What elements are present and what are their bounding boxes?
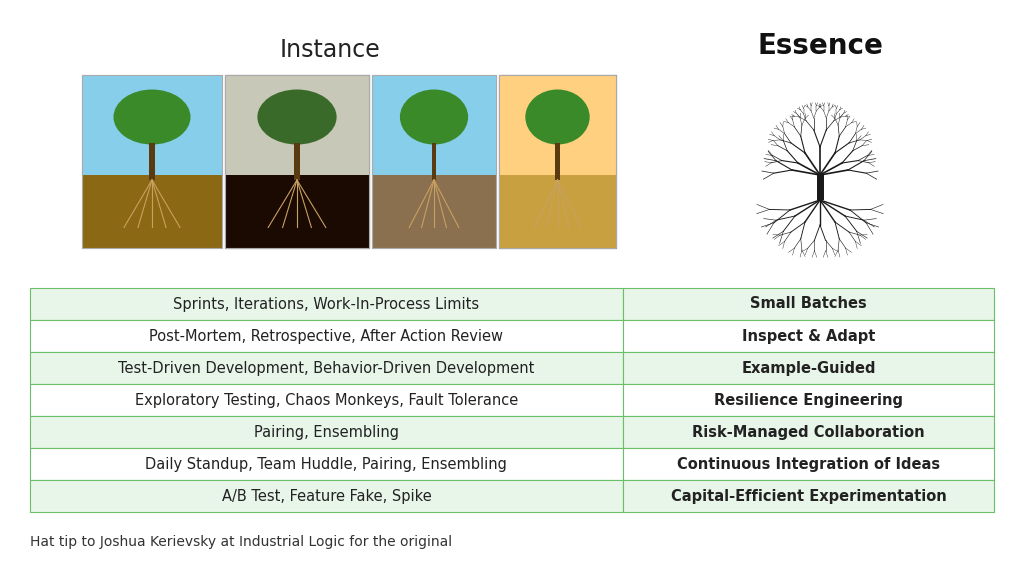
- Text: Daily Standup, Team Huddle, Pairing, Ensembling: Daily Standup, Team Huddle, Pairing, Ens…: [145, 456, 507, 471]
- Text: Capital-Efficient Experimentation: Capital-Efficient Experimentation: [671, 489, 946, 504]
- Bar: [431, 143, 436, 180]
- Bar: [82, 175, 222, 248]
- Bar: [623, 320, 994, 352]
- Bar: [499, 75, 616, 175]
- Ellipse shape: [257, 89, 337, 144]
- Text: Resilience Engineering: Resilience Engineering: [714, 392, 903, 407]
- Bar: [30, 416, 623, 448]
- Ellipse shape: [525, 89, 590, 144]
- Text: Instance: Instance: [280, 38, 380, 62]
- Bar: [623, 416, 994, 448]
- Text: Inspect & Adapt: Inspect & Adapt: [741, 328, 876, 343]
- Text: A/B Test, Feature Fake, Spike: A/B Test, Feature Fake, Spike: [221, 489, 431, 504]
- Text: Pairing, Ensembling: Pairing, Ensembling: [254, 425, 399, 440]
- Text: Small Batches: Small Batches: [750, 297, 866, 312]
- Bar: [82, 75, 222, 248]
- Bar: [30, 320, 623, 352]
- Bar: [816, 175, 823, 200]
- Bar: [623, 480, 994, 512]
- Text: Essence: Essence: [757, 32, 883, 60]
- Bar: [623, 448, 994, 480]
- Ellipse shape: [114, 89, 190, 144]
- Text: Exploratory Testing, Chaos Monkeys, Fault Tolerance: Exploratory Testing, Chaos Monkeys, Faul…: [135, 392, 518, 407]
- Bar: [372, 75, 496, 248]
- Bar: [499, 75, 616, 248]
- Bar: [623, 384, 994, 416]
- Bar: [225, 75, 369, 248]
- Bar: [372, 75, 496, 175]
- Bar: [82, 75, 222, 175]
- Text: Continuous Integration of Ideas: Continuous Integration of Ideas: [677, 456, 940, 471]
- Bar: [499, 75, 616, 248]
- Bar: [30, 448, 623, 480]
- Bar: [225, 75, 369, 248]
- Ellipse shape: [400, 89, 468, 144]
- Bar: [623, 352, 994, 384]
- Text: Test-Driven Development, Behavior-Driven Development: Test-Driven Development, Behavior-Driven…: [118, 361, 535, 376]
- Bar: [225, 175, 369, 248]
- Bar: [623, 288, 994, 320]
- Text: Example-Guided: Example-Guided: [741, 361, 876, 376]
- Bar: [30, 288, 623, 320]
- Text: Hat tip to Joshua Kerievsky at Industrial Logic for the original: Hat tip to Joshua Kerievsky at Industria…: [30, 535, 453, 549]
- Bar: [30, 384, 623, 416]
- Bar: [225, 75, 369, 175]
- Bar: [372, 175, 496, 248]
- Bar: [150, 143, 155, 180]
- Text: Post-Mortem, Retrospective, After Action Review: Post-Mortem, Retrospective, After Action…: [150, 328, 504, 343]
- Bar: [294, 143, 300, 180]
- Bar: [372, 75, 496, 248]
- Bar: [30, 352, 623, 384]
- Bar: [82, 75, 222, 248]
- Bar: [30, 480, 623, 512]
- Text: Risk-Managed Collaboration: Risk-Managed Collaboration: [692, 425, 925, 440]
- Bar: [555, 143, 560, 180]
- Text: Sprints, Iterations, Work-In-Process Limits: Sprints, Iterations, Work-In-Process Lim…: [173, 297, 479, 312]
- Bar: [499, 175, 616, 248]
